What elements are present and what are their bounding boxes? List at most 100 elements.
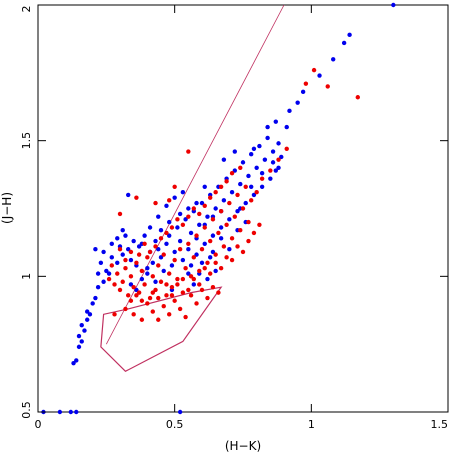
data-point xyxy=(216,230,221,236)
data-point xyxy=(243,184,248,189)
y-tick-label: 1.5 xyxy=(20,132,33,150)
data-point xyxy=(117,247,123,252)
data-point xyxy=(71,360,76,366)
data-point xyxy=(235,192,240,198)
data-point xyxy=(246,173,251,179)
x-axis-label: (H−K) xyxy=(225,439,261,453)
data-point xyxy=(112,282,117,287)
data-point xyxy=(161,268,166,274)
data-point xyxy=(194,233,199,238)
data-point xyxy=(227,247,232,252)
data-point xyxy=(156,295,161,301)
data-point xyxy=(180,190,186,195)
data-point xyxy=(177,247,183,252)
data-point xyxy=(213,206,218,211)
data-point xyxy=(109,263,115,268)
data-point xyxy=(169,284,175,290)
data-point xyxy=(186,247,191,252)
data-point xyxy=(95,271,101,276)
data-point xyxy=(142,241,147,246)
data-point xyxy=(95,284,101,290)
data-point xyxy=(85,317,90,322)
data-point xyxy=(175,225,180,230)
data-point xyxy=(156,263,161,268)
data-point xyxy=(126,192,131,198)
data-point xyxy=(216,290,221,295)
data-point xyxy=(172,298,177,303)
data-point xyxy=(208,255,213,260)
data-point xyxy=(126,293,131,298)
data-point xyxy=(177,409,183,415)
data-point xyxy=(131,312,136,317)
data-point xyxy=(134,293,139,298)
data-point xyxy=(136,252,142,257)
data-point xyxy=(106,271,112,276)
data-point xyxy=(276,157,281,162)
data-point xyxy=(120,252,125,257)
data-point xyxy=(197,282,202,287)
data-point xyxy=(115,271,120,276)
x-tick-label: 1.5 xyxy=(431,418,449,431)
data-point xyxy=(270,160,276,165)
data-point xyxy=(167,219,172,225)
data-point xyxy=(156,247,161,252)
data-point xyxy=(218,209,224,214)
data-point xyxy=(205,295,210,301)
region-polygon xyxy=(100,286,223,373)
data-point xyxy=(183,265,188,271)
data-point xyxy=(210,233,216,238)
data-point xyxy=(164,230,169,236)
x-tick-label: 1 xyxy=(308,418,315,431)
data-point xyxy=(240,206,246,211)
data-point xyxy=(268,176,273,181)
data-point xyxy=(145,255,150,260)
reference-line xyxy=(105,4,285,345)
data-point xyxy=(229,171,235,176)
data-point xyxy=(158,255,164,260)
data-point xyxy=(128,257,134,263)
data-point xyxy=(120,228,125,233)
data-point xyxy=(167,198,172,203)
data-point xyxy=(229,236,235,241)
data-point xyxy=(74,358,79,363)
data-point xyxy=(145,271,150,276)
data-point xyxy=(123,257,128,263)
data-point xyxy=(188,230,194,236)
data-point xyxy=(158,279,164,284)
data-point xyxy=(150,274,155,279)
data-point xyxy=(161,252,166,257)
data-point xyxy=(156,317,161,322)
data-point xyxy=(208,271,213,276)
data-point xyxy=(117,211,123,217)
data-point xyxy=(210,284,216,290)
data-point xyxy=(169,225,175,230)
data-point xyxy=(199,200,205,206)
data-point xyxy=(150,309,155,314)
y-axis-label: (J−H) xyxy=(0,192,14,224)
data-point xyxy=(202,241,207,246)
series-1 xyxy=(106,67,360,322)
data-point xyxy=(139,298,145,303)
data-point xyxy=(123,233,128,238)
data-point xyxy=(169,293,175,298)
data-point xyxy=(128,274,134,279)
data-point xyxy=(153,238,158,244)
data-point xyxy=(175,282,180,287)
data-point xyxy=(131,284,136,290)
data-point xyxy=(221,244,227,249)
data-point xyxy=(202,203,207,208)
data-point xyxy=(257,222,262,227)
data-point xyxy=(224,222,229,227)
data-point xyxy=(57,409,63,415)
data-point xyxy=(391,2,396,8)
data-point xyxy=(218,236,224,241)
data-point xyxy=(325,84,330,89)
data-point xyxy=(175,217,180,222)
data-point xyxy=(227,217,232,222)
series-0 xyxy=(41,2,396,415)
data-point xyxy=(123,265,128,271)
data-point xyxy=(191,282,196,287)
plot-frame xyxy=(37,4,449,413)
data-point xyxy=(235,244,240,249)
data-point xyxy=(235,209,240,214)
